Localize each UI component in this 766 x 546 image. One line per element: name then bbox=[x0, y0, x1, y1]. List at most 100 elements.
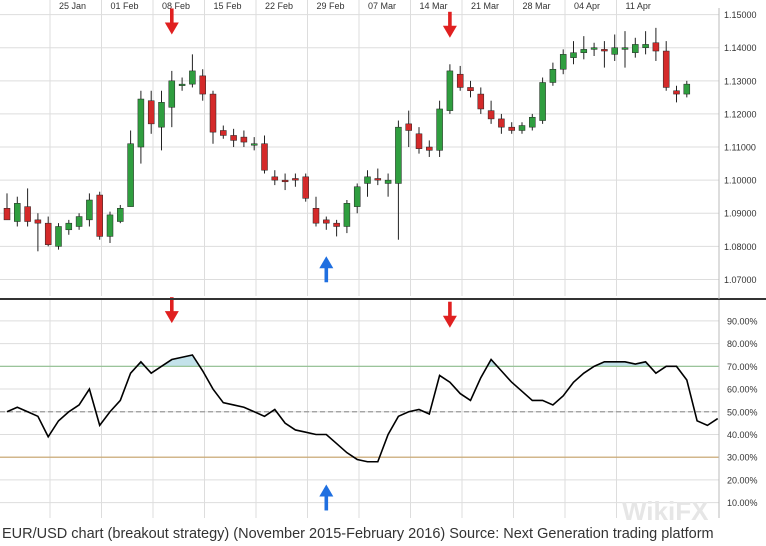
candle-body-bearish bbox=[34, 219, 42, 224]
candle bbox=[611, 34, 618, 61]
candle-body-bullish bbox=[580, 49, 588, 53]
candle bbox=[353, 183, 361, 214]
candle bbox=[302, 173, 309, 202]
candle-body-bearish bbox=[333, 222, 340, 227]
candle-body-bullish bbox=[364, 176, 371, 184]
percent-tick-label: 10.00% bbox=[727, 498, 758, 508]
candle bbox=[117, 204, 124, 224]
down-arrow bbox=[442, 11, 457, 38]
candle bbox=[683, 80, 691, 98]
candle-body-bullish bbox=[632, 44, 639, 53]
date-tick-label: 04 Apr bbox=[574, 1, 600, 11]
candle-body-bullish bbox=[106, 214, 114, 237]
date-tick-label: 22 Feb bbox=[265, 1, 293, 11]
candle bbox=[292, 173, 299, 187]
candle bbox=[127, 130, 134, 207]
candle-body-bearish bbox=[508, 126, 515, 131]
candle-body-bearish bbox=[147, 100, 155, 125]
candle bbox=[323, 216, 330, 230]
candle bbox=[384, 173, 392, 197]
candle-body-bullish bbox=[158, 102, 165, 128]
date-tick-label: 14 Mar bbox=[420, 1, 448, 11]
arrow-shaft bbox=[170, 297, 174, 314]
candle bbox=[632, 37, 639, 58]
percent-tick-label: 30.00% bbox=[727, 453, 758, 463]
candle bbox=[14, 196, 21, 227]
candle-body-bullish bbox=[539, 82, 546, 121]
candle-body-bearish bbox=[662, 50, 670, 88]
candle-body-bearish bbox=[24, 206, 31, 222]
candle-body-bearish bbox=[292, 178, 299, 181]
candle bbox=[590, 42, 598, 56]
candle-body-bullish bbox=[178, 83, 186, 86]
candle bbox=[446, 64, 454, 114]
candle bbox=[261, 135, 268, 174]
percent-tick-label: 60.00% bbox=[727, 385, 758, 395]
date-tick-label: 21 Mar bbox=[471, 1, 499, 11]
candle-body-bullish bbox=[117, 208, 124, 222]
candle-body-bullish bbox=[75, 216, 83, 227]
candle bbox=[508, 122, 515, 134]
candle bbox=[559, 49, 567, 75]
candle bbox=[137, 90, 145, 164]
candle-body-bullish bbox=[168, 80, 176, 108]
candle bbox=[456, 65, 464, 91]
date-tick-label: 29 Feb bbox=[317, 1, 345, 11]
percent-tick-label: 20.00% bbox=[727, 475, 758, 485]
down-arrow bbox=[164, 297, 179, 324]
arrow-head bbox=[442, 315, 457, 328]
candle bbox=[498, 113, 505, 134]
candle-body-bullish bbox=[559, 54, 567, 70]
candle-body-bearish bbox=[467, 87, 474, 92]
candle bbox=[673, 85, 680, 103]
candle-body-bullish bbox=[127, 143, 134, 207]
candle-body-bullish bbox=[611, 47, 618, 55]
candle bbox=[539, 77, 546, 124]
candle bbox=[24, 188, 31, 227]
arrow-head bbox=[164, 22, 179, 35]
candle bbox=[601, 41, 608, 68]
candle-body-bearish bbox=[415, 133, 423, 149]
candle bbox=[312, 196, 320, 227]
candle bbox=[65, 219, 73, 235]
candle-body-bullish bbox=[518, 125, 526, 131]
candle bbox=[96, 191, 103, 240]
price-tick-label: 1.15000 bbox=[724, 10, 757, 20]
candle bbox=[86, 193, 93, 227]
price-tick-label: 1.09000 bbox=[724, 209, 757, 219]
candle-body-bullish bbox=[384, 179, 392, 184]
date-tick-label: 08 Feb bbox=[162, 1, 190, 11]
candle-body-bullish bbox=[343, 203, 351, 227]
candle bbox=[168, 70, 176, 128]
arrow-shaft bbox=[170, 8, 174, 25]
candle-body-bearish bbox=[44, 222, 52, 245]
candle-body-bearish bbox=[652, 42, 660, 52]
candle bbox=[75, 213, 83, 230]
candle-body-bearish bbox=[673, 90, 680, 95]
candle bbox=[271, 170, 279, 186]
candle bbox=[333, 219, 340, 237]
signal-arrows bbox=[164, 8, 457, 511]
candle bbox=[467, 80, 474, 98]
price-panel-grid bbox=[0, 0, 719, 518]
candle-body-bullish bbox=[250, 143, 258, 146]
date-axis-labels: 25 Jan 01 Feb 08 Feb 15 Feb 22 Feb 29 Feb 07 M… bbox=[59, 1, 651, 11]
candle-body-bullish bbox=[395, 126, 402, 184]
arrow-shaft bbox=[324, 266, 329, 283]
candle bbox=[570, 41, 577, 65]
candle-body-bullish bbox=[65, 222, 73, 231]
price-axis-labels: 1.07000 1.08000 1.09000 1.10000 1.11000 1.120… bbox=[724, 10, 757, 285]
candle-body-bullish bbox=[642, 44, 649, 48]
candle bbox=[436, 100, 443, 157]
candle-body-bullish bbox=[137, 98, 145, 148]
candle-body-bullish bbox=[621, 47, 629, 50]
candle-body-bullish bbox=[446, 70, 454, 111]
candle-body-bullish bbox=[683, 83, 691, 95]
candle bbox=[549, 62, 557, 86]
candle-body-bearish bbox=[240, 136, 248, 143]
overbought-fill bbox=[161, 354, 200, 367]
indicator-level-lines bbox=[0, 365, 719, 458]
candle bbox=[395, 120, 402, 240]
date-tick-label: 28 Mar bbox=[523, 1, 551, 11]
price-tick-label: 1.12000 bbox=[724, 109, 757, 119]
